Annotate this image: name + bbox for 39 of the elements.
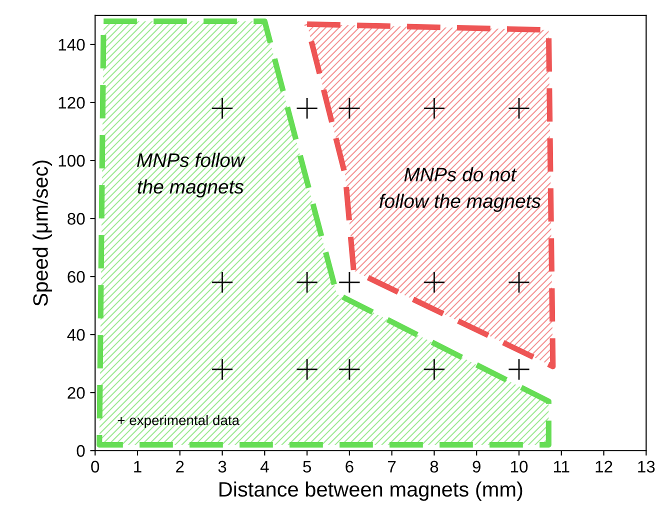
x-tick-label: 5 (303, 460, 311, 473)
point (212, 98, 233, 119)
annotation: + experimental data (118, 414, 240, 428)
point (424, 98, 445, 119)
point (212, 359, 233, 380)
point (296, 359, 318, 380)
point (296, 272, 318, 293)
x-tick-label: 0 (91, 460, 100, 473)
y-tick-label: 100 (58, 154, 85, 167)
x-tick-label: 12 (596, 460, 612, 472)
x-tick-label: 1 (134, 460, 142, 472)
y-tick-label: 40 (67, 328, 85, 341)
x-tick-label: 11 (554, 460, 570, 472)
point (296, 98, 318, 119)
x-axis-title: Distance between magnets (mm) (220, 481, 522, 501)
y-tick-label: 80 (68, 212, 85, 225)
point (339, 98, 360, 119)
annotation: MNPs do not follow the magnets (380, 167, 541, 212)
point (339, 359, 360, 380)
point (339, 272, 360, 293)
point (424, 272, 445, 293)
x-tick-label: 13 (638, 460, 655, 473)
x-tick-label: 4 (260, 460, 269, 472)
y-axis-title: Speed (μm/sec) (32, 160, 52, 306)
x-tick-label: 2 (176, 460, 184, 472)
x-tick-label: 7 (388, 460, 396, 472)
point (424, 359, 445, 380)
x-tick-label: 8 (430, 460, 438, 473)
y-tick-label: 0 (76, 445, 85, 457)
annotation: MNPs follow the magnets (137, 152, 246, 198)
y-tick-label: 120 (58, 96, 85, 109)
x-tick-label: 9 (472, 460, 480, 473)
x-tick-label: 10 (511, 460, 528, 473)
point (212, 272, 233, 293)
y-tick-label: 20 (68, 387, 85, 399)
y-tick-label: 140 (58, 38, 85, 51)
y-tick-label: 60 (68, 270, 85, 283)
x-tick-label: 6 (346, 460, 354, 473)
x-tick-label: 3 (218, 460, 226, 473)
